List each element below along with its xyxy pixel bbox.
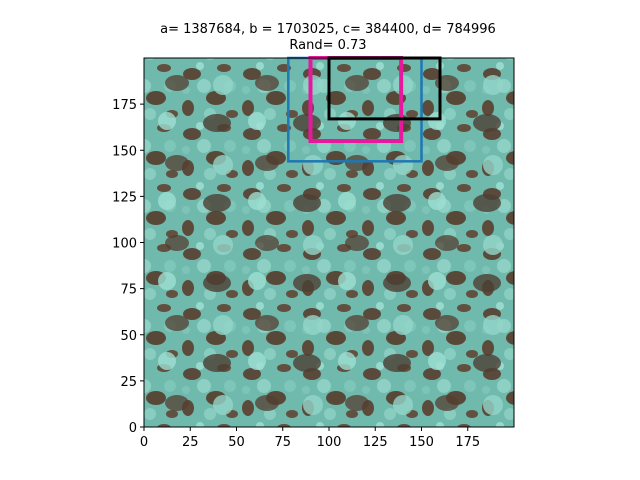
x-tick-label: 0 [140,435,148,450]
y-tick-label: 175 [112,98,137,113]
x-tick-label: 50 [228,435,245,450]
chart-title-line1: a= 1387684, b = 1703025, c= 384400, d= 7… [160,22,496,37]
y-tick-label: 100 [112,237,137,252]
y-tick-label: 125 [112,190,137,205]
x-axis: 0 25 50 75 100 125 150 175 [140,427,480,450]
chart-title-line2: Rand= 0.73 [289,38,366,53]
x-tick-label: 75 [274,435,291,450]
y-tick-label: 0 [129,421,137,436]
x-tick-label: 100 [317,435,342,450]
y-tick-label: 75 [120,283,137,298]
x-tick-label: 125 [363,435,388,450]
x-tick-label: 25 [182,435,199,450]
y-axis: 0 25 50 75 100 125 150 175 [112,98,144,436]
y-tick-label: 25 [120,375,137,390]
y-tick-label: 150 [112,144,137,159]
x-tick-label: 175 [455,435,480,450]
y-tick-label: 50 [120,329,137,344]
x-tick-label: 150 [409,435,434,450]
